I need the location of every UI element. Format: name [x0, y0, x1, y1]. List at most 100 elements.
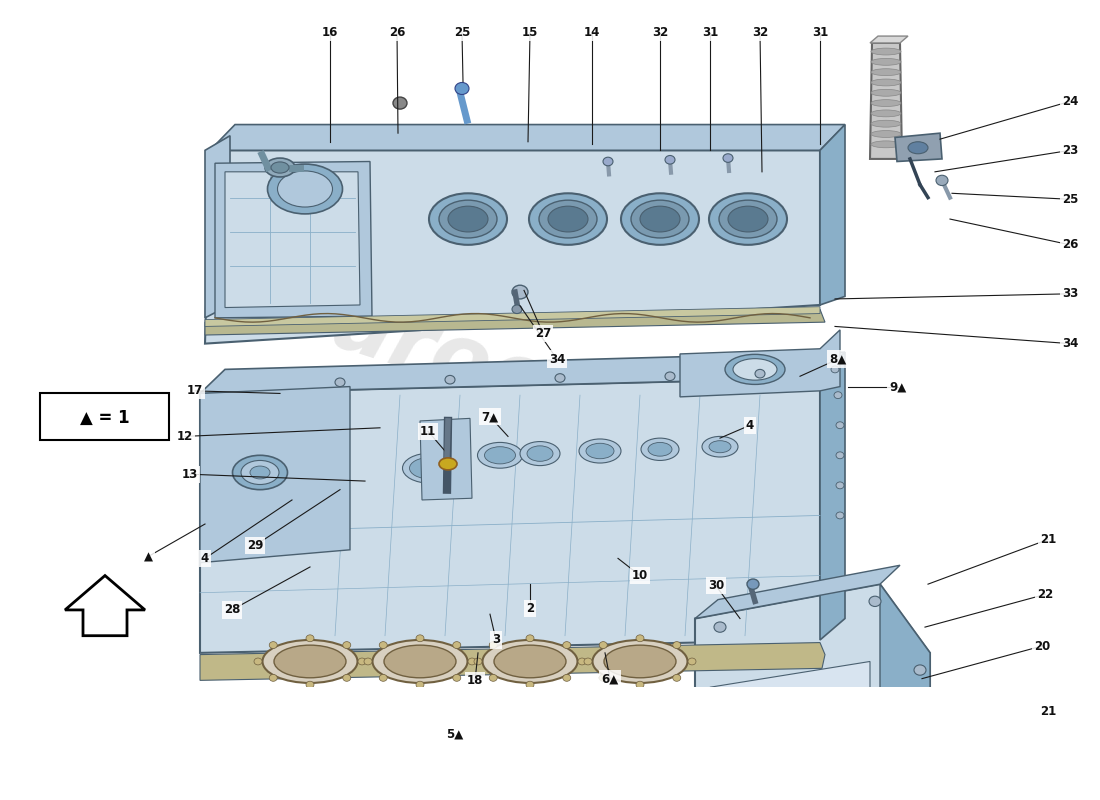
Ellipse shape — [484, 446, 516, 464]
Circle shape — [306, 635, 313, 642]
Text: 31: 31 — [812, 26, 828, 39]
Ellipse shape — [579, 439, 621, 463]
Circle shape — [358, 658, 366, 665]
Circle shape — [747, 579, 759, 590]
Text: 5▲: 5▲ — [447, 728, 463, 741]
Text: 17: 17 — [187, 384, 204, 398]
Circle shape — [379, 642, 387, 649]
Text: 25: 25 — [454, 26, 470, 39]
Circle shape — [446, 375, 455, 384]
Polygon shape — [205, 306, 820, 326]
Circle shape — [914, 725, 926, 735]
Polygon shape — [205, 150, 820, 344]
Polygon shape — [895, 133, 942, 162]
Ellipse shape — [403, 453, 458, 483]
Circle shape — [364, 658, 372, 665]
Circle shape — [673, 642, 681, 649]
Polygon shape — [870, 43, 902, 159]
Circle shape — [830, 366, 839, 373]
Text: 14: 14 — [584, 26, 601, 39]
Circle shape — [836, 482, 844, 489]
Circle shape — [869, 596, 881, 606]
Text: 20: 20 — [1034, 639, 1050, 653]
Polygon shape — [420, 418, 472, 500]
Text: 12: 12 — [177, 430, 194, 443]
Ellipse shape — [494, 645, 566, 678]
Ellipse shape — [548, 206, 588, 232]
Circle shape — [563, 642, 571, 649]
Circle shape — [578, 658, 586, 665]
Circle shape — [270, 642, 277, 649]
Ellipse shape — [871, 69, 901, 75]
Ellipse shape — [277, 171, 332, 207]
Text: 24: 24 — [1062, 95, 1078, 108]
Polygon shape — [226, 172, 360, 307]
Circle shape — [416, 682, 424, 688]
Circle shape — [666, 372, 675, 381]
Ellipse shape — [871, 48, 901, 55]
Polygon shape — [214, 162, 372, 318]
Ellipse shape — [429, 194, 507, 245]
Circle shape — [600, 642, 607, 649]
Polygon shape — [210, 125, 845, 150]
Text: 29: 29 — [246, 539, 263, 552]
Text: 16: 16 — [322, 26, 338, 39]
Ellipse shape — [384, 645, 456, 678]
Ellipse shape — [725, 354, 785, 385]
Circle shape — [306, 682, 313, 688]
Text: 30: 30 — [708, 579, 724, 592]
Ellipse shape — [640, 206, 680, 232]
Circle shape — [636, 635, 644, 642]
Text: eurocars: eurocars — [265, 264, 694, 474]
Text: 26: 26 — [388, 26, 405, 39]
Circle shape — [688, 658, 696, 665]
Ellipse shape — [604, 645, 676, 678]
Circle shape — [453, 674, 461, 682]
Text: 4: 4 — [201, 552, 209, 565]
Circle shape — [714, 622, 726, 632]
Circle shape — [474, 658, 482, 665]
Ellipse shape — [539, 200, 597, 238]
Ellipse shape — [710, 441, 732, 453]
Text: 26: 26 — [1062, 238, 1078, 251]
Circle shape — [343, 642, 351, 649]
Ellipse shape — [871, 100, 901, 106]
Circle shape — [600, 674, 607, 682]
Polygon shape — [200, 386, 350, 562]
Ellipse shape — [586, 443, 614, 458]
Polygon shape — [880, 584, 929, 773]
Text: 25: 25 — [1062, 193, 1078, 206]
Circle shape — [836, 422, 844, 429]
Text: 32: 32 — [652, 26, 668, 39]
Ellipse shape — [593, 640, 688, 683]
Text: 32: 32 — [752, 26, 768, 39]
Text: ▲: ▲ — [143, 550, 153, 563]
Ellipse shape — [719, 200, 777, 238]
Circle shape — [453, 642, 461, 649]
Ellipse shape — [520, 442, 560, 466]
Text: 13: 13 — [182, 468, 198, 481]
Polygon shape — [695, 566, 900, 618]
Ellipse shape — [448, 206, 488, 232]
Circle shape — [724, 768, 736, 778]
Text: 23: 23 — [1062, 144, 1078, 157]
Circle shape — [512, 286, 528, 299]
Text: 27: 27 — [535, 327, 551, 340]
Text: 6▲: 6▲ — [602, 672, 618, 685]
Circle shape — [468, 658, 476, 665]
Text: 3: 3 — [492, 634, 500, 646]
Polygon shape — [65, 575, 145, 636]
Ellipse shape — [409, 458, 451, 479]
Polygon shape — [710, 662, 870, 778]
Ellipse shape — [232, 455, 287, 490]
Text: 33: 33 — [1062, 287, 1078, 300]
Circle shape — [393, 97, 407, 109]
Circle shape — [526, 682, 534, 688]
Ellipse shape — [527, 446, 553, 462]
Ellipse shape — [631, 200, 689, 238]
Ellipse shape — [439, 200, 497, 238]
Ellipse shape — [267, 164, 342, 214]
Polygon shape — [200, 642, 825, 680]
Ellipse shape — [710, 194, 786, 245]
Ellipse shape — [733, 358, 777, 380]
